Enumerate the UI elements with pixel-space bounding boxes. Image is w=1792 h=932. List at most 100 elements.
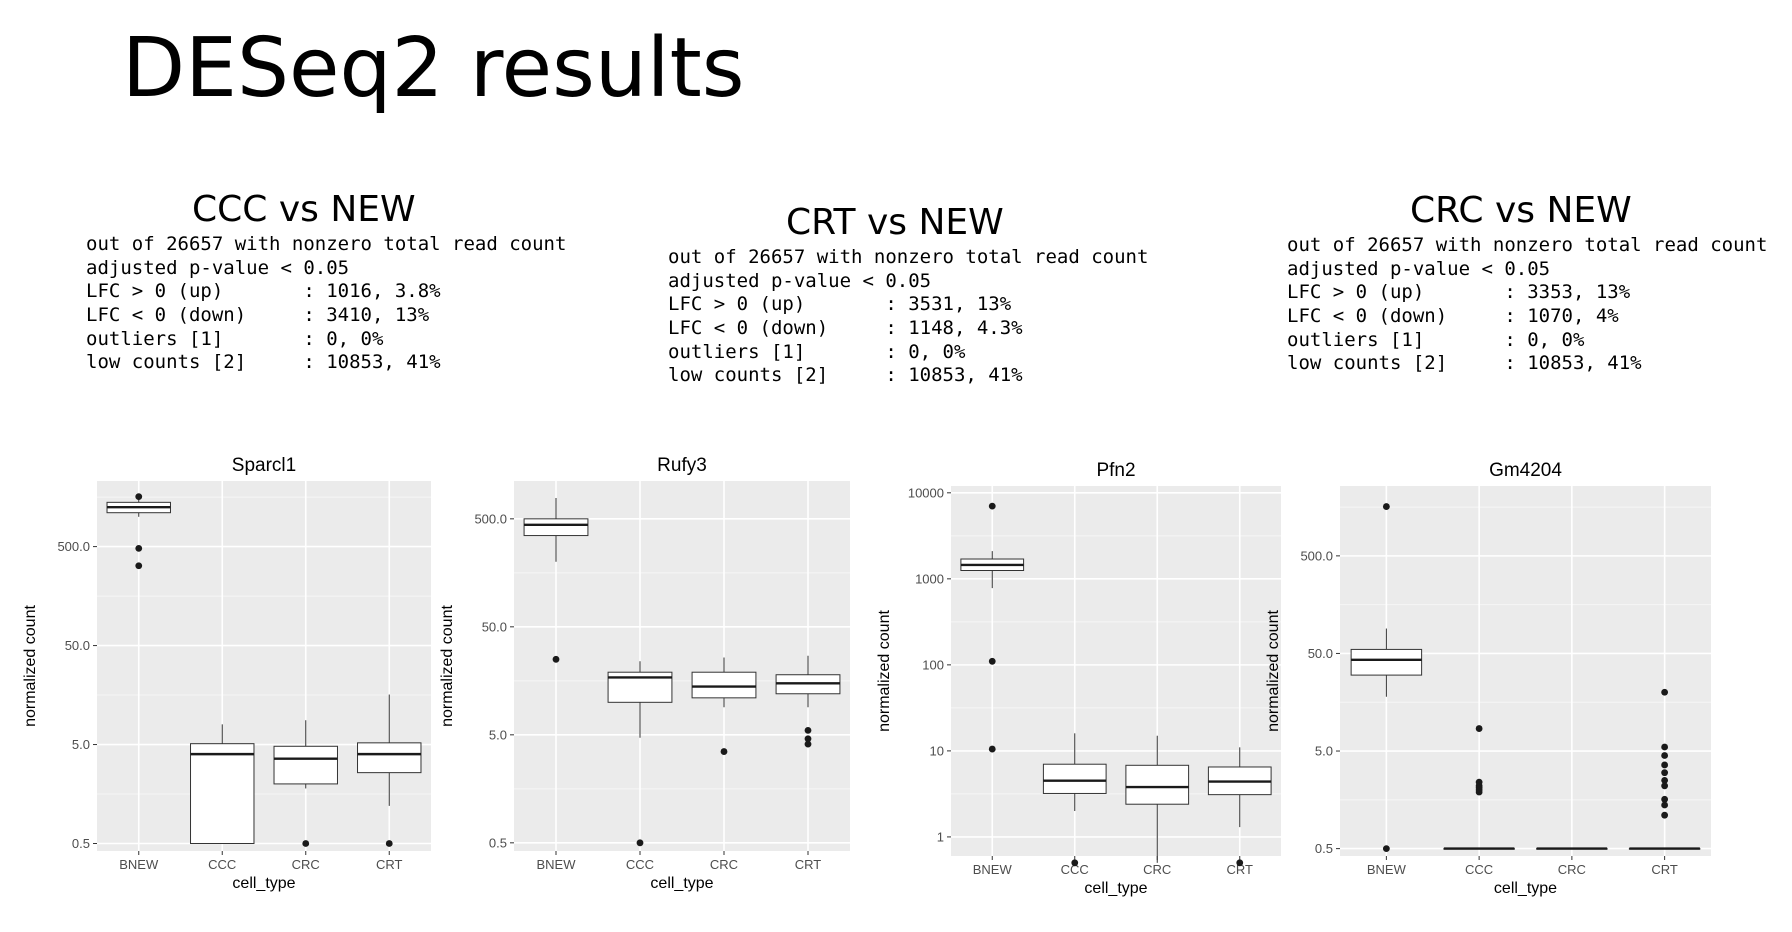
summary-line: LFC < 0 (down) : 1070, 4% [1287,304,1619,327]
summary-line: low counts [2] : 10853, 41% [668,364,1023,387]
outlier-point [804,735,812,743]
y-tick-label: 0.5 [1315,841,1333,856]
summary-line: adjusted p-value < 0.05 [1287,257,1551,280]
panel-background [514,481,850,851]
summary-line: out of 26657 with nonzero total read cou… [1287,234,1768,257]
x-axis-label: cell_type [232,875,295,892]
y-axis-label: normalized count [876,610,893,732]
y-tick-label: 10 [930,743,944,758]
x-tick-label: CCC [208,857,236,872]
box-ccc [190,724,255,845]
outlier-point [1661,782,1669,790]
box-iqr [190,743,255,845]
box-iqr [1350,648,1423,676]
box-crt [1628,688,1701,850]
box-ccc [607,661,673,847]
x-tick-label: CRT [376,857,403,872]
outlier-point [1236,859,1244,867]
y-tick-label: 50.0 [65,638,90,653]
outlier-point [988,745,996,753]
outlier-point [135,562,143,570]
summary-line: LFC < 0 (down) : 1148, 4.3% [668,316,1023,339]
summary-line: low counts [2] : 10853, 41% [1287,352,1642,375]
slide-title: DESeq2 results [122,21,745,116]
outlier-point [1475,788,1483,796]
x-tick-label: CRC [292,857,320,872]
y-tick-label: 1 [937,829,944,844]
summary-title: CRT vs NEW [786,202,1004,243]
x-tick-label: BNEW [1367,862,1407,877]
summary-line: out of 26657 with nonzero total read cou… [86,233,567,256]
y-tick-label: 10000 [908,485,944,500]
outlier-point [720,748,728,755]
box-ccc [1042,733,1107,867]
box-iqr [523,518,589,537]
y-tick-label: 500.0 [1300,548,1333,563]
y-tick-label: 5.0 [72,737,90,752]
box-crc [1125,735,1190,863]
y-axis-label: normalized count [1265,610,1282,732]
outlier-point [1661,769,1669,777]
boxplot-sparcl1: 0.5 5.0 50.0 500.0 BNEW CCC CRC CRT Sparcl1 cell_… [22,455,431,892]
outlier-point [135,544,143,552]
x-tick-label: CRC [1143,862,1171,877]
x-tick-label: CRT [795,857,822,872]
box-iqr [273,745,338,785]
outlier-point [1661,795,1669,803]
x-tick-label: CRC [1558,862,1586,877]
summary-line: LFC > 0 (up) : 3531, 13% [668,293,1012,316]
outlier-point [1661,811,1669,819]
outlier-point [1382,845,1390,853]
outlier-point [1661,752,1669,759]
summary-line: outliers [1] : 0, 0% [668,340,966,363]
outlier-point [1071,859,1079,867]
summary-line: adjusted p-value < 0.05 [86,256,350,279]
y-tick-label: 1000 [915,571,944,586]
y-tick-label: 5.0 [1315,744,1333,759]
panel-background [97,481,431,851]
plot-title: Gm4204 [1489,460,1562,481]
summary-line: LFC < 0 (down) : 3410, 13% [86,303,430,326]
box-crt [775,655,841,748]
boxplot-pfn2: 1 10 100 1000 10000 BNEW CCC CRC CRT Pfn2 cell_typ… [876,460,1281,897]
summary-line: out of 26657 with nonzero total read cou… [668,246,1149,269]
outlier-point [988,502,996,510]
outlier-point [552,655,560,663]
summary-crt-vs-new: CRT vs NEW out of 26657 with nonzero tot… [668,201,1228,388]
summary-crc-vs-new: CRC vs NEW out of 26657 with nonzero tot… [1287,189,1787,376]
box-iqr [1042,763,1107,794]
x-tick-label: CCC [1465,862,1493,877]
boxplot-gm4204: 0.5 5.0 50.0 500.0 BNEW CCC CRC CRT Gm4204 cell_t… [1265,460,1711,897]
panel-background [951,486,1281,856]
boxplot-rufy3: 0.5 5.0 50.0 500.0 BNEW CCC CRC CRT Rufy3 cell_ty… [439,455,850,892]
x-tick-label: CRT [1651,862,1678,877]
x-tick-label: BNEW [973,862,1013,877]
box-bnew [523,497,589,663]
x-tick-label: BNEW [119,857,159,872]
summary-title: CRC vs NEW [1410,190,1632,231]
box-bnew [106,493,171,570]
summary-ccc-vs-new: CCC vs NEW out of 26657 with nonzero tot… [86,188,646,375]
y-axis-label: normalized count [439,605,456,727]
box-iqr [1125,764,1190,805]
summary-line: outliers [1] : 0, 0% [1287,328,1585,351]
summary-line: LFC > 0 (up) : 3353, 13% [1287,281,1631,304]
outlier-point [1661,801,1669,809]
box-crt [1207,747,1272,867]
x-axis-label: cell_type [1084,880,1147,897]
y-tick-label: 50.0 [1308,646,1333,661]
outlier-point [302,840,310,847]
summary-line: outliers [1] : 0, 0% [86,327,384,350]
y-tick-label: 50.0 [482,619,507,634]
outlier-point [636,839,644,847]
x-axis-label: cell_type [650,875,713,892]
box-crc [273,720,338,847]
outlier-point [804,740,812,748]
x-tick-label: BNEW [537,857,577,872]
x-tick-label: CCC [626,857,654,872]
outlier-point [1382,503,1390,510]
outlier-point [135,493,143,500]
box-iqr [691,671,757,699]
plot-title: Pfn2 [1096,460,1135,481]
